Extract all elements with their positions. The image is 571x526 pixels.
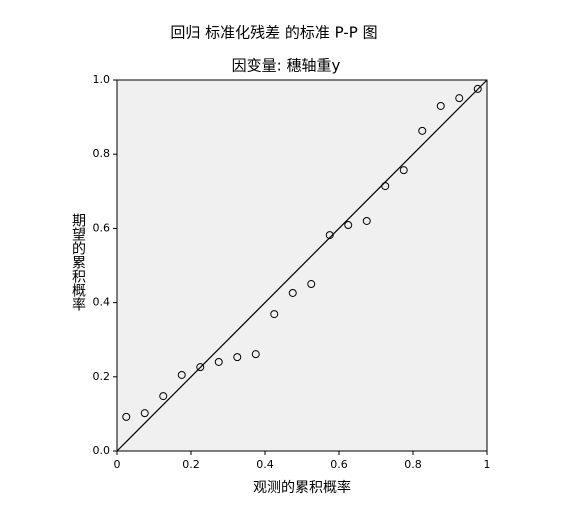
chart-subtitle: 因变量: 穗轴重y <box>232 57 341 75</box>
x-tick-label: 1 <box>484 458 491 471</box>
point <box>214 357 223 366</box>
point <box>140 409 149 418</box>
point <box>325 231 334 240</box>
point <box>473 84 482 93</box>
x-tick-label: 0.4 <box>256 458 274 471</box>
x-tick-label: 0.6 <box>330 458 348 471</box>
y-tick-label: 0.8 <box>93 147 111 160</box>
x-tick-label: 0.8 <box>404 458 422 471</box>
point <box>288 288 297 297</box>
point <box>436 101 445 110</box>
point <box>122 412 131 421</box>
point <box>455 94 464 103</box>
point <box>177 370 186 379</box>
x-axis-label: 观测的累积概率 <box>253 479 351 496</box>
y-tick-label: 0.0 <box>93 444 111 457</box>
point <box>307 280 316 289</box>
point <box>251 350 260 359</box>
point <box>418 126 427 135</box>
point <box>399 166 408 175</box>
y-tick-label: 0.2 <box>93 370 111 383</box>
point <box>362 216 371 225</box>
x-tick-label: 0 <box>114 458 121 471</box>
y-tick-label: 1.0 <box>93 73 111 86</box>
reference-line <box>116 79 488 452</box>
y-tick-label: 0.4 <box>93 296 111 309</box>
point <box>233 353 242 362</box>
point <box>159 392 168 401</box>
point <box>381 182 390 191</box>
point <box>270 310 279 319</box>
chart-title: 回归 标准化残差 的标准 P-P 图 <box>170 24 377 42</box>
point <box>196 363 205 372</box>
y-tick-label: 0.6 <box>93 221 111 234</box>
x-tick-label: 0.2 <box>182 458 200 471</box>
point <box>344 221 353 230</box>
y-axis-label: 期望的累积概率 <box>70 213 86 311</box>
